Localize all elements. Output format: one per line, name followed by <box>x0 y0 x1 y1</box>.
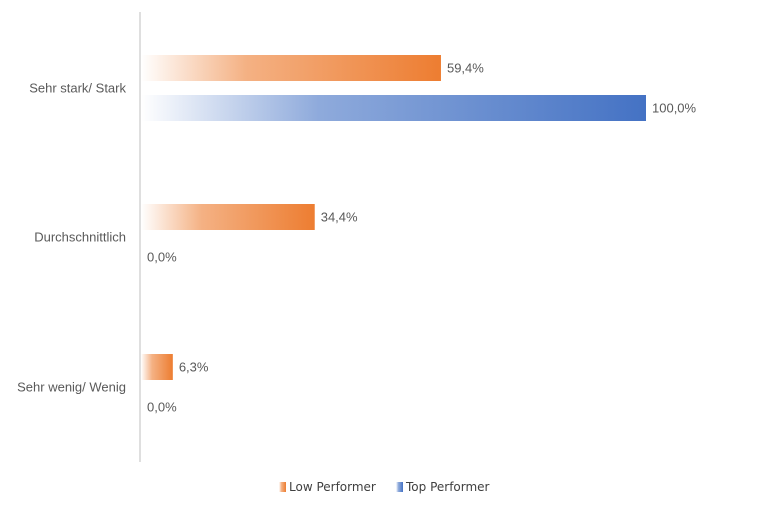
legend-swatch-top-performer <box>396 482 403 492</box>
legend-swatch-low-performer <box>279 482 286 492</box>
data-label-top-performer-durchschnittlich: 0,0% <box>147 250 177 265</box>
legend-label-low-performer: Low Performer <box>289 480 376 494</box>
bar-top-performer-sehr-stark-stark <box>141 95 646 121</box>
category-label-sehr-stark-stark: Sehr stark/ Stark <box>29 81 126 96</box>
category-label-durchschnittlich: Durchschnittlich <box>34 230 126 245</box>
legend-label-top-performer: Top Performer <box>405 480 490 494</box>
category-label-sehr-wenig-wenig: Sehr wenig/ Wenig <box>17 380 126 395</box>
bar-low-performer-sehr-wenig-wenig <box>141 354 173 380</box>
data-label-low-performer-durchschnittlich: 34,4% <box>321 210 358 225</box>
category-labels: Sehr stark/ Stark Durchschnittlich Sehr we… <box>17 81 126 395</box>
data-label-top-performer-sehr-stark-stark: 100,0% <box>652 101 697 116</box>
bar-low-performer-durchschnittlich <box>141 204 315 230</box>
value-labels: 59,4% 34,4% 6,3% 100,0% 0,0% 0,0% <box>147 61 697 415</box>
data-label-low-performer-sehr-stark-stark: 59,4% <box>447 61 484 76</box>
legend: Low Performer Top Performer <box>279 480 490 494</box>
bars <box>141 55 646 380</box>
bar-low-performer-sehr-stark-stark <box>141 55 441 81</box>
data-label-top-performer-sehr-wenig-wenig: 0,0% <box>147 400 177 415</box>
data-label-low-performer-sehr-wenig-wenig: 6,3% <box>179 360 209 375</box>
